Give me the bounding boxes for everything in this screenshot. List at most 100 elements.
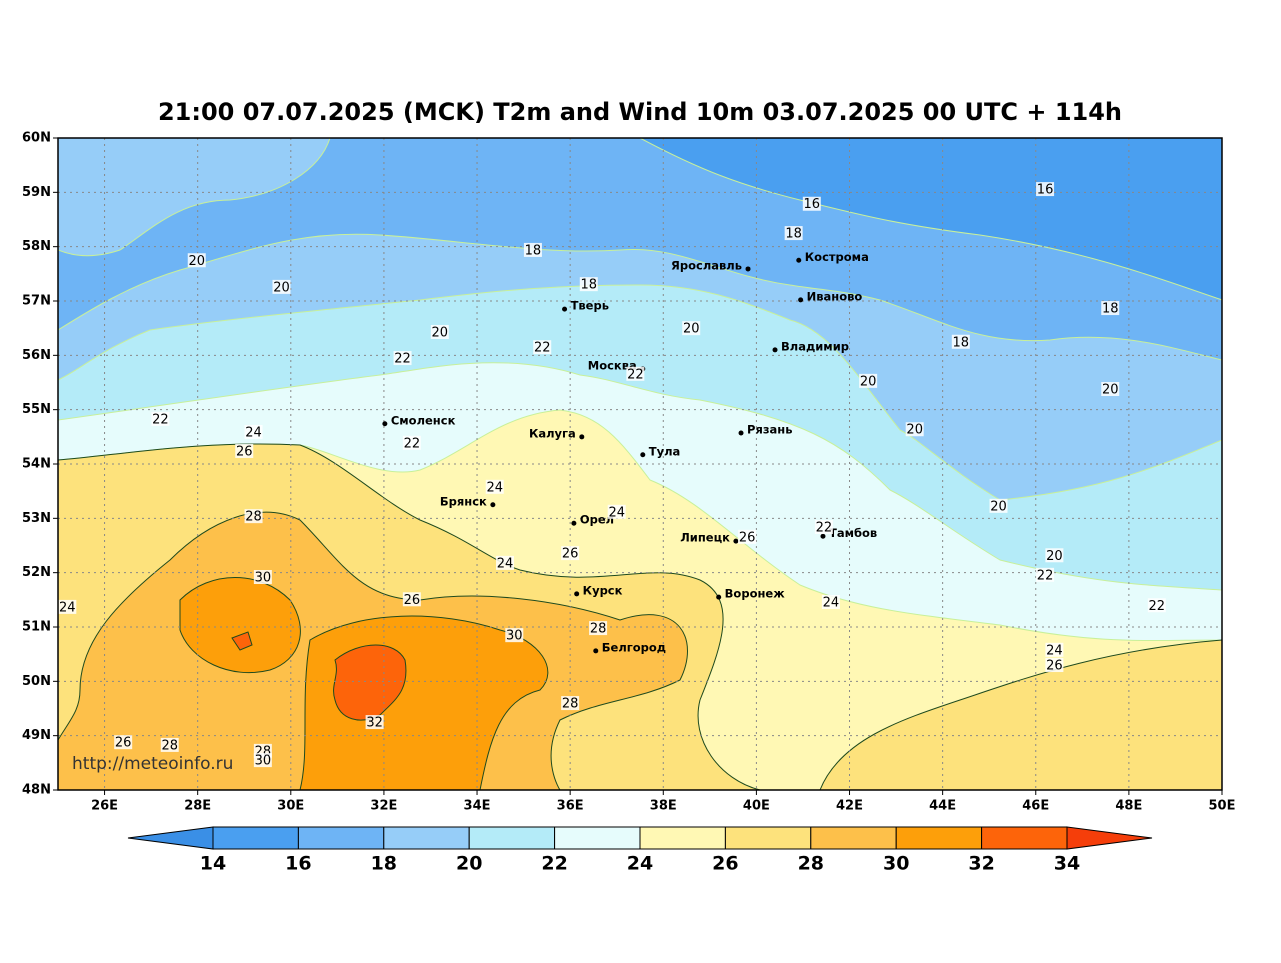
contour-label-box <box>485 479 504 494</box>
contour-label-box <box>114 735 133 750</box>
city-label: Рязань <box>747 423 792 437</box>
city-dot <box>738 430 744 436</box>
contour-label: 28 <box>590 622 607 637</box>
contour-label: 24 <box>59 600 76 615</box>
x-tick-label: 32E <box>370 799 397 814</box>
x-tick-label: 44E <box>929 799 956 814</box>
colorbar-tick-label: 20 <box>456 853 482 875</box>
city-dot <box>562 306 568 312</box>
x-tick-label: 42E <box>836 799 863 814</box>
contour-label-box <box>1036 182 1055 197</box>
y-tick-label: 55N <box>22 402 51 417</box>
colorbar-segment <box>981 826 1068 850</box>
contour-label-box <box>253 570 272 585</box>
contour-label-box <box>859 373 878 388</box>
city-dot <box>798 297 804 303</box>
contour-label: 28 <box>562 697 579 712</box>
colorbar-segment <box>895 826 983 850</box>
contour-label: 18 <box>1102 302 1119 317</box>
y-tick-label: 54N <box>22 457 51 472</box>
colorbar-over <box>1066 826 1153 850</box>
contour-label-box <box>393 351 412 366</box>
y-tick-label: 56N <box>22 348 51 363</box>
city-dot <box>796 257 802 263</box>
city-dot <box>716 594 722 600</box>
contour-label-box <box>989 498 1008 513</box>
region-32-34-small <box>231 631 253 651</box>
colorbar-tick-label: 18 <box>371 853 397 875</box>
contour-label-box <box>1101 382 1120 397</box>
colorbar-tick-label: 26 <box>712 853 738 875</box>
colorbar-tick-label: 28 <box>798 853 824 875</box>
city-label: Иваново <box>807 289 863 303</box>
title: 21:00 07.07.2025 (MCK) T2m and Wind 10m … <box>158 98 1122 126</box>
city-label: Тверь <box>571 299 609 313</box>
region-32-34 <box>333 644 407 721</box>
y-tick-label: 52N <box>22 565 51 580</box>
contour-label: 18 <box>525 243 542 258</box>
colorbar-tick-label: 14 <box>200 853 226 875</box>
contour-label: 28 <box>245 510 262 525</box>
y-tick-label: 49N <box>22 728 51 743</box>
x-tick-label: 34E <box>464 799 491 814</box>
city-dot <box>382 421 388 427</box>
contour-label-box <box>402 592 421 607</box>
contour-label-box <box>682 321 701 336</box>
y-tick-label: 59N <box>22 185 51 200</box>
region-26-28-east <box>819 639 1222 790</box>
contour-label-box <box>814 520 833 535</box>
city-label: Кострома <box>805 250 869 264</box>
contour-label: 22 <box>1037 568 1054 583</box>
contour-label: 22 <box>534 341 551 356</box>
contour-label-box <box>561 546 580 561</box>
contour-label-box <box>160 737 179 752</box>
colorbar-tick-label: 24 <box>627 853 653 875</box>
contour-label: 30 <box>255 571 272 586</box>
city-label: Калуга <box>529 426 576 440</box>
contour-label: 24 <box>245 425 262 440</box>
colorbar: 14 16 18 20 22 24 26 28 30 32 34 <box>127 826 1153 875</box>
city-dot <box>490 502 496 508</box>
contour-label: 26 <box>115 736 132 751</box>
contour-label: 18 <box>953 335 970 350</box>
city-dot <box>733 538 739 544</box>
watermark: http://meteoinfo.ru <box>72 754 233 774</box>
city-label: Брянск <box>440 494 487 508</box>
contour-label-box <box>253 753 272 768</box>
contour-label-box <box>58 599 77 614</box>
contour-label: 16 <box>1037 183 1054 198</box>
contour-label: 24 <box>486 480 503 495</box>
contour-label: 16 <box>804 197 821 212</box>
x-tick-label: 46E <box>1022 799 1049 814</box>
contour-label-box <box>402 435 421 450</box>
city-label: Липецк <box>680 531 730 545</box>
region-18-20-north <box>58 138 331 257</box>
city-label: Белгород <box>602 640 666 654</box>
contour-label-box <box>589 621 608 636</box>
city-label: Ярославль <box>671 258 742 272</box>
contour-label-box <box>738 529 757 544</box>
contour-label-box <box>1147 598 1166 613</box>
colorbar-segment <box>639 826 726 850</box>
city-label: Курск <box>583 583 623 597</box>
colorbar-tick-label: 16 <box>285 853 311 875</box>
contour-label-box <box>1045 548 1064 563</box>
contour-label-box <box>495 555 514 570</box>
contour-label: 22 <box>816 521 833 536</box>
city-label: Тула <box>649 444 681 458</box>
contour-label-box <box>151 411 170 426</box>
city-label: Смоленск <box>391 413 456 427</box>
contour-label-box <box>235 443 254 458</box>
contour-label: 24 <box>1046 643 1063 658</box>
city-label: Воронеж <box>725 587 786 601</box>
contour-label-box <box>533 340 552 355</box>
contour-label-box <box>784 226 803 241</box>
contour-label-box <box>561 696 580 711</box>
city-label: Орел <box>580 513 614 527</box>
city-dot <box>579 434 585 440</box>
contour-label: 18 <box>785 227 802 242</box>
contour-label: 18 <box>581 278 598 293</box>
x-tick-label: 26E <box>91 799 118 814</box>
